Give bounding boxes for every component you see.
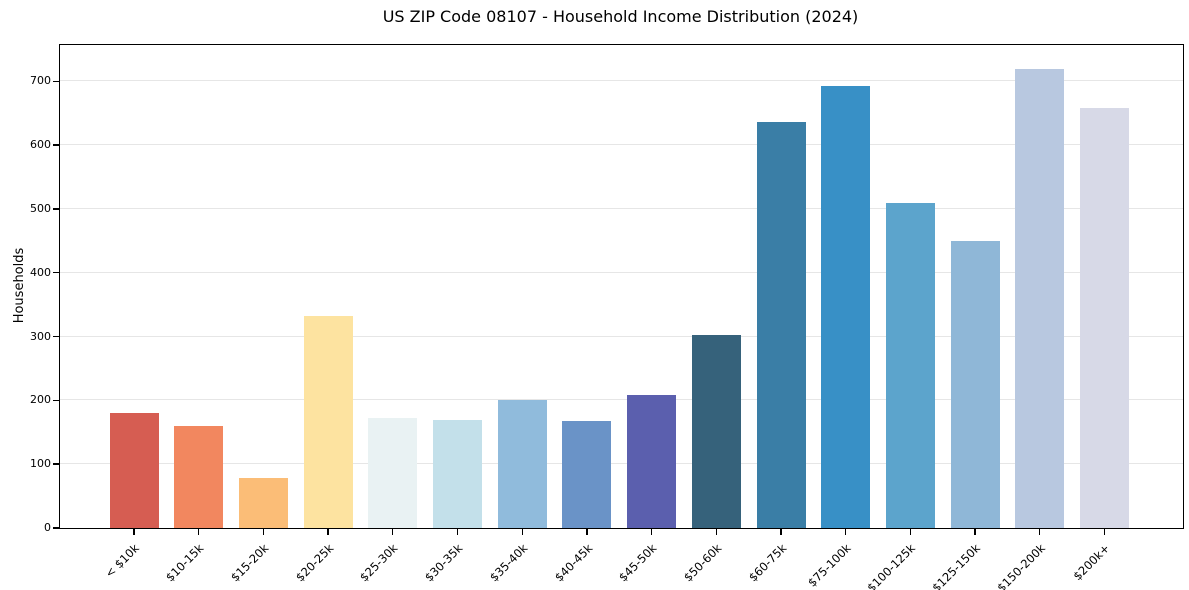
gridline-100 bbox=[60, 463, 1183, 465]
x-tick-label-10k: < $10k bbox=[102, 541, 142, 581]
x-tick-mark bbox=[456, 529, 459, 535]
y-tick-mark bbox=[52, 335, 59, 338]
bar-45-50k bbox=[627, 394, 677, 528]
x-tick-label-125-150k: $125-150k bbox=[929, 541, 984, 590]
bar-60-75k bbox=[756, 122, 806, 528]
x-tick-mark bbox=[845, 529, 847, 535]
x-tick-mark bbox=[650, 529, 653, 535]
bar-10k bbox=[109, 412, 159, 528]
x-tick-label-75-100k: $75-100k bbox=[805, 541, 854, 590]
x-tick-mark bbox=[586, 529, 588, 535]
x-tick-label-200k: $200k+ bbox=[1070, 541, 1113, 584]
y-axis-label: Households bbox=[12, 247, 27, 324]
bar-150-200k bbox=[1015, 69, 1065, 528]
x-tick-mark bbox=[327, 529, 329, 535]
x-tick-mark bbox=[1039, 529, 1041, 535]
x-tick-mark bbox=[133, 529, 135, 535]
bar-200k bbox=[1080, 107, 1129, 528]
x-tick-mark bbox=[780, 529, 782, 535]
bar-30-35k bbox=[433, 419, 482, 528]
x-tick-label-25-30k: $25-30k bbox=[357, 541, 401, 585]
y-tick-label-600: 600 bbox=[30, 138, 51, 152]
y-tick-mark bbox=[52, 272, 59, 274]
bar-125-150k bbox=[950, 240, 1000, 528]
gridline-500 bbox=[60, 207, 1183, 209]
y-tick-label-400: 400 bbox=[30, 265, 51, 279]
y-tick-mark bbox=[52, 399, 59, 402]
y-tick-mark bbox=[52, 463, 59, 465]
gridline-400 bbox=[60, 271, 1183, 273]
bar-15-20k bbox=[238, 478, 288, 528]
x-tick-mark bbox=[262, 529, 265, 535]
y-tick-mark bbox=[52, 208, 59, 210]
bar-25-30k bbox=[368, 418, 418, 528]
bar-100-125k bbox=[885, 202, 935, 528]
gridline-600 bbox=[60, 144, 1183, 146]
x-tick-label-15-20k: $15-20k bbox=[227, 541, 272, 585]
plot-area: 0 100 200 300 400 500 600 700 < $10k $10-15k $15-2… bbox=[30, 44, 1184, 590]
y-tick-label-700: 700 bbox=[30, 74, 51, 88]
gridline-700 bbox=[60, 80, 1183, 82]
y-tick-mark bbox=[52, 144, 59, 146]
x-tick-label-45-50k: $45-50k bbox=[616, 541, 660, 585]
x-tick-label-50-60k: $50-60k bbox=[680, 541, 725, 585]
x-tick-mark bbox=[521, 529, 523, 535]
x-tick-mark bbox=[198, 529, 200, 535]
bar-75-100k bbox=[821, 86, 871, 528]
bar-10-15k bbox=[174, 425, 224, 528]
x-tick-label-10-15k: $10-15k bbox=[163, 541, 207, 585]
y-tick-mark bbox=[52, 80, 59, 83]
x-tick-mark bbox=[909, 529, 912, 535]
bar-20-25k bbox=[303, 315, 353, 528]
x-tick-label-40-45k: $40-45k bbox=[551, 541, 595, 585]
x-tick-label-60-75k: $60-75k bbox=[745, 541, 789, 585]
x-tick-label-150-200k: $150-200k bbox=[993, 541, 1048, 590]
x-tick-label-30-35k: $30-35k bbox=[421, 541, 466, 585]
x-tick-label-20-25k: $20-25k bbox=[292, 541, 337, 585]
x-tick-label-35-40k: $35-40k bbox=[486, 541, 531, 585]
y-tick-label-0: 0 bbox=[44, 521, 51, 534]
y-tick-label-300: 300 bbox=[30, 329, 51, 343]
x-tick-mark bbox=[392, 529, 394, 535]
x-tick-mark bbox=[974, 529, 976, 535]
x-tick-mark bbox=[715, 529, 717, 535]
y-tick-label-200: 200 bbox=[30, 393, 51, 407]
y-tick-mark bbox=[52, 527, 59, 529]
chart-title: US ZIP Code 08107 - Household Income Dis… bbox=[382, 7, 859, 26]
gridline-300 bbox=[60, 335, 1183, 337]
x-tick-label-100-125k: $100-125k bbox=[864, 541, 919, 590]
y-tick-label-500: 500 bbox=[30, 201, 51, 215]
bar-50-60k bbox=[691, 334, 741, 528]
x-tick-mark bbox=[1103, 529, 1106, 535]
bar-40-45k bbox=[562, 420, 612, 528]
gridline-200 bbox=[60, 399, 1183, 401]
bar-35-40k bbox=[497, 400, 547, 528]
y-tick-label-100: 100 bbox=[30, 457, 51, 471]
